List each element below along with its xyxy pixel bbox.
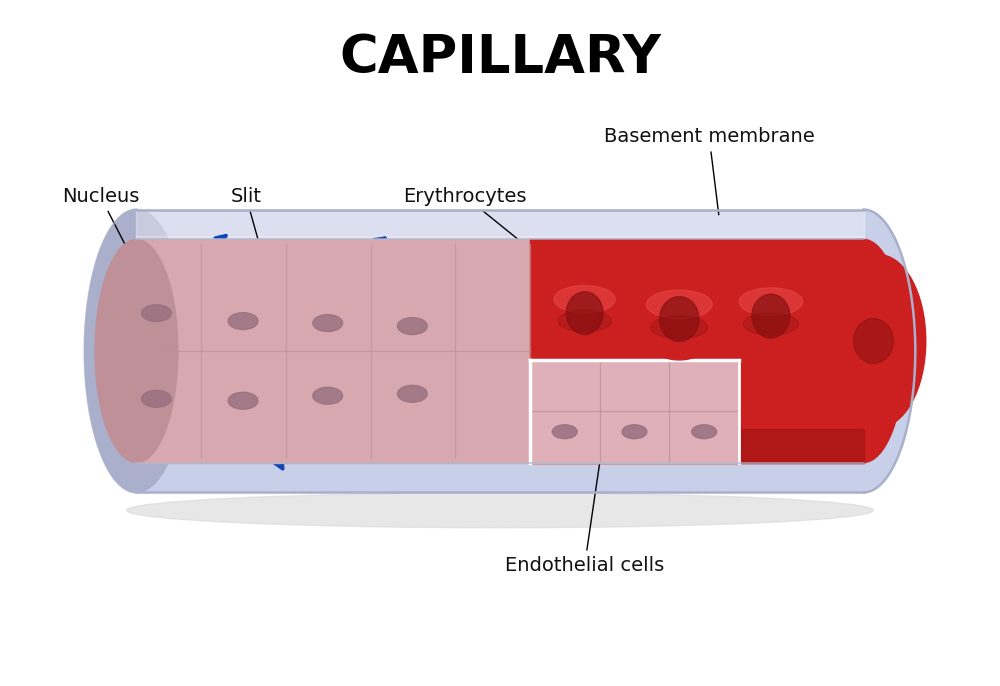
Bar (136, 239, 864, 462)
Ellipse shape (141, 390, 171, 407)
Bar (136, 235, 864, 271)
Ellipse shape (141, 305, 171, 322)
Text: Endothelial cells: Endothelial cells (505, 399, 664, 575)
Ellipse shape (752, 294, 790, 338)
Text: CAPILLARY: CAPILLARY (339, 32, 661, 84)
Ellipse shape (635, 279, 723, 360)
Text: Slit: Slit (231, 187, 285, 336)
Bar (136, 209, 864, 493)
Ellipse shape (822, 239, 905, 462)
Ellipse shape (743, 313, 798, 335)
Ellipse shape (544, 274, 625, 352)
Ellipse shape (228, 313, 258, 329)
Bar (530, 429, 864, 462)
Ellipse shape (397, 386, 427, 402)
Ellipse shape (622, 425, 647, 439)
Ellipse shape (739, 288, 803, 316)
Text: Nucleus: Nucleus (62, 187, 162, 317)
Text: Basement membrane: Basement membrane (604, 128, 815, 215)
Ellipse shape (729, 276, 813, 356)
Bar (136, 207, 864, 243)
Ellipse shape (558, 310, 611, 332)
Ellipse shape (85, 209, 188, 493)
Ellipse shape (552, 425, 577, 439)
Ellipse shape (228, 392, 258, 410)
Ellipse shape (566, 292, 603, 335)
Bar (530, 239, 864, 462)
Ellipse shape (313, 388, 343, 404)
Ellipse shape (651, 316, 708, 339)
Ellipse shape (646, 290, 712, 319)
Ellipse shape (127, 493, 873, 528)
Bar (530, 360, 739, 462)
Ellipse shape (812, 209, 915, 493)
Ellipse shape (838, 281, 879, 381)
Ellipse shape (313, 315, 343, 331)
Ellipse shape (660, 296, 699, 342)
Ellipse shape (554, 285, 615, 313)
Ellipse shape (397, 318, 427, 335)
Ellipse shape (831, 255, 926, 427)
Ellipse shape (854, 318, 893, 364)
Ellipse shape (95, 239, 178, 462)
Ellipse shape (692, 425, 717, 439)
Text: Erythrocytes: Erythrocytes (403, 187, 592, 299)
